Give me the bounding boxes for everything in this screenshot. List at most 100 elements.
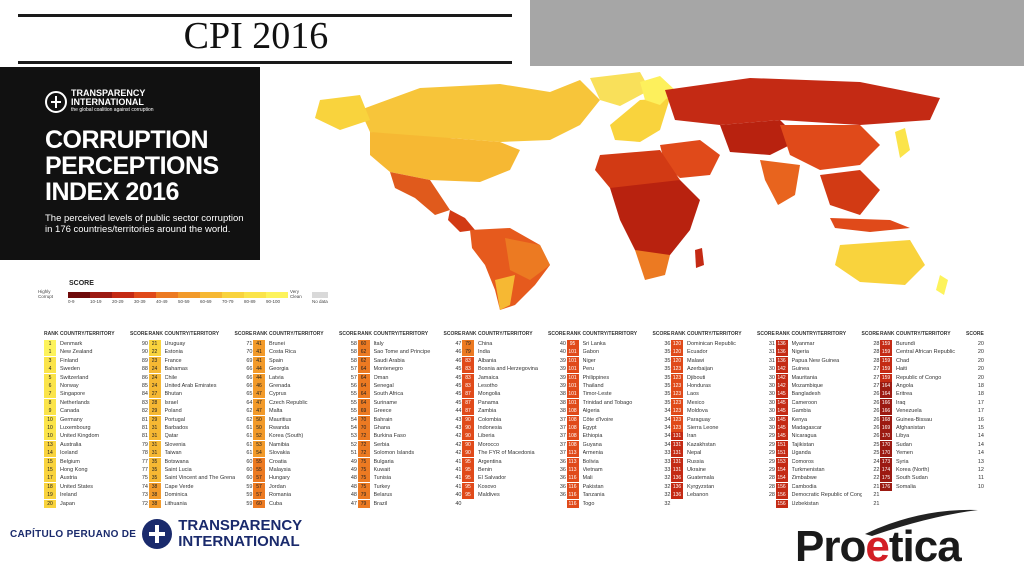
table-row: 13 Australia 79 [44, 440, 148, 449]
table-row: 1 Denmark 90 [44, 340, 148, 348]
chapter-text: CAPÍTULO PERUANO DE [10, 528, 137, 540]
score-cell: 59 [246, 483, 253, 490]
score-cell: 30 [768, 374, 775, 381]
score-cell: 21 [873, 492, 880, 499]
ranking-column: RANK COUNTRY/TERRITORY SCORE 41 Brunei 58 41 Co… [253, 330, 357, 510]
country-cell: Jordan [269, 483, 286, 490]
table-row: 44 Georgia 57 [253, 365, 357, 374]
rank-cell: 47 [253, 390, 265, 399]
score-cell: 45 [455, 366, 462, 373]
cover-heading-line1: CORRUPTION [45, 126, 209, 154]
score-cell: 34 [664, 408, 671, 415]
score-cell: 60 [246, 467, 253, 473]
score-cell: 45 [455, 374, 462, 381]
rank-cell: 50 [253, 424, 265, 432]
score-cell: 11 [978, 475, 984, 482]
table-row: 31 Slovenia 61 [148, 440, 253, 449]
score-cell: 43 [455, 425, 462, 431]
ranking-table: RANK COUNTRY/TERRITORY SCORE 1 Denmark 90 1 New… [44, 330, 984, 510]
country-cell: South Africa [373, 391, 404, 398]
score-cell: 54 [350, 416, 357, 423]
table-row: 131 Nepal 29 [671, 449, 775, 458]
score-cell: 75 [141, 475, 148, 482]
score-cell: 30 [768, 425, 775, 431]
map-new-zealand [936, 275, 948, 295]
rank-cell: 131 [671, 440, 683, 449]
rank-cell: 64 [357, 373, 370, 382]
table-row: 5 Switzerland 86 [44, 373, 148, 382]
country-cell: Zimbabwe [791, 475, 817, 482]
country-cell: Peru [582, 366, 595, 373]
rank-cell: 174 [880, 466, 892, 474]
country-cell: Jamaica [478, 374, 499, 381]
rank-cell: 41 [253, 348, 265, 357]
table-row: 116 Togo 32 [566, 499, 671, 508]
rank-cell: 142 [775, 373, 788, 382]
country-cell: Republic of Congo [896, 374, 942, 381]
rank-cell: 95 [566, 340, 579, 348]
ti-logo: TRANSPARENCY INTERNATIONAL the global co… [45, 89, 154, 114]
rank-cell: 116 [566, 491, 579, 500]
country-cell: Belarus [373, 492, 393, 499]
country-cell: Grenada [269, 383, 291, 389]
rank-cell: 123 [671, 398, 683, 407]
slide-title: CPI 2016 [183, 15, 329, 57]
header-country: COUNTRY/TERRITORY [791, 331, 847, 337]
score-cell: 52 [350, 441, 357, 448]
table-row: 174 Korea (North) 12 [880, 466, 984, 474]
country-cell: Libya [896, 433, 910, 440]
country-cell: Albania [478, 357, 497, 364]
map-chile-arg [495, 275, 515, 310]
rank-cell: 123 [671, 424, 683, 432]
rank-cell: 90 [462, 449, 474, 458]
score-cell: 42 [455, 450, 462, 457]
table-row: 101 Gabon 35 [566, 348, 671, 357]
score-cell: 27 [873, 366, 880, 373]
country-cell: Kenya [791, 416, 808, 423]
rank-cell: 19 [44, 491, 56, 500]
country-cell: Georgia [269, 366, 289, 373]
ti-globe-icon [45, 90, 67, 113]
table-row: 31 Barbados 61 [148, 424, 253, 432]
rank-cell: 5 [44, 373, 56, 382]
table-row: 166 Venezuela 17 [880, 407, 984, 416]
country-cell: France [164, 357, 182, 364]
table-row: 35 Saint Lucia 60 [148, 466, 253, 474]
world-map [315, 72, 948, 310]
rank-cell: 151 [775, 449, 788, 458]
score-cell: 81 [141, 425, 148, 431]
table-row: 47 Czech Republic 55 [253, 398, 357, 407]
legend-swatch-label: 90-100 [266, 299, 281, 304]
table-row: 145 Nicaragua 26 [775, 432, 880, 441]
country-cell: Moldova [687, 408, 708, 415]
header-score: SCORE [339, 331, 357, 337]
legend-swatch [222, 292, 244, 298]
table-row: 50 Rwanda 54 [253, 424, 357, 432]
score-cell: 31 [768, 357, 775, 364]
table-row: 173 Syria 13 [880, 457, 984, 466]
rank-cell: 60 [253, 499, 265, 508]
score-cell: 58 [350, 349, 357, 356]
rank-cell: 79 [357, 499, 370, 508]
rank-cell: 154 [775, 466, 788, 474]
country-cell: Egypt [582, 425, 597, 431]
header-rank: RANK [44, 331, 59, 337]
rank-cell: 62 [357, 356, 370, 365]
ranking-column: RANK COUNTRY/TERRITORY SCORE 60 Italy 47 62 Sao… [357, 330, 462, 510]
proetica-logo: Proetica [795, 522, 962, 572]
rank-cell: 95 [462, 457, 474, 466]
table-row: 44 Latvia 57 [253, 373, 357, 382]
country-cell: Ukraine [687, 467, 706, 473]
country-cell: Rwanda [269, 425, 290, 431]
score-cell: 71 [246, 341, 253, 347]
score-cell: 48 [350, 492, 357, 499]
country-cell: Tunisia [373, 475, 392, 482]
table-row: 3 Finland 89 [44, 356, 148, 365]
legend-swatch-label: 20-29 [112, 299, 124, 304]
country-cell: Iraq [896, 399, 906, 406]
rank-cell: 90 [462, 440, 474, 449]
legend-nodata-label: No data [312, 299, 328, 304]
rank-cell: 6 [44, 382, 56, 390]
rank-cell: 41 [253, 356, 265, 365]
table-row: 136 Kyrgyzstan 28 [671, 482, 775, 491]
